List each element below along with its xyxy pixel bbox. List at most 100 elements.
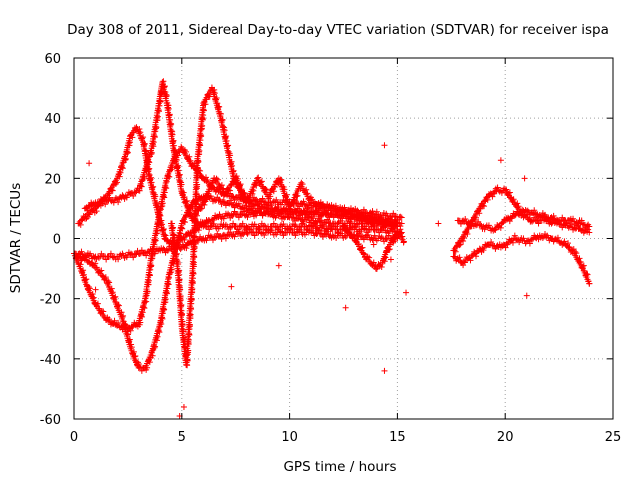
data-point	[502, 244, 509, 251]
data-point	[193, 191, 200, 198]
data-point	[74, 253, 81, 260]
data-point	[126, 336, 133, 343]
data-point	[119, 192, 126, 199]
data-point	[261, 209, 268, 216]
data-point	[141, 305, 148, 312]
data-point	[356, 230, 363, 237]
data-point	[144, 288, 151, 295]
series-track-j	[450, 231, 593, 287]
data-point	[229, 193, 236, 200]
data-point	[106, 194, 113, 201]
data-point	[186, 331, 193, 338]
data-point	[98, 267, 105, 274]
data-point	[371, 216, 378, 223]
data-point	[524, 207, 531, 214]
data-point	[143, 252, 150, 259]
data-point	[192, 218, 199, 225]
data-point	[112, 293, 119, 300]
x-tick-label: 20	[497, 430, 514, 445]
series-track-a	[71, 143, 405, 334]
y-tick-label: -20	[40, 293, 61, 308]
data-point	[366, 254, 373, 261]
data-point	[216, 196, 223, 203]
data-point	[200, 107, 207, 114]
data-point	[223, 137, 230, 144]
data-point	[102, 274, 109, 281]
data-point	[177, 286, 184, 293]
data-point	[92, 260, 99, 267]
data-point	[393, 220, 400, 227]
data-point	[154, 113, 161, 120]
data-point	[147, 174, 154, 181]
data-point	[199, 122, 206, 129]
y-tick-label: 0	[53, 233, 61, 248]
data-point	[175, 242, 182, 249]
data-point	[164, 247, 171, 254]
data-point	[149, 352, 156, 359]
data-point	[220, 215, 227, 222]
data-point	[557, 218, 564, 225]
data-point	[304, 205, 311, 212]
data-point	[461, 259, 468, 266]
data-point	[239, 220, 246, 227]
data-point	[188, 241, 195, 248]
data-point	[136, 364, 143, 371]
data-point	[146, 272, 153, 279]
data-point	[123, 194, 130, 201]
data-point	[169, 131, 176, 138]
data-point	[103, 256, 110, 263]
data-point	[333, 235, 340, 242]
data-point	[115, 256, 122, 263]
data-point	[115, 319, 122, 326]
data-point	[403, 289, 410, 296]
data-point	[497, 157, 504, 164]
data-point	[297, 226, 304, 233]
data-point	[190, 259, 197, 266]
data-point	[578, 217, 585, 224]
data-point	[178, 311, 185, 318]
data-point	[259, 195, 266, 202]
data-point	[299, 220, 306, 227]
data-point	[175, 261, 182, 268]
data-point	[370, 241, 377, 248]
series-track-h	[340, 223, 407, 273]
data-point	[274, 204, 281, 211]
data-point	[219, 117, 226, 124]
data-point	[218, 236, 225, 243]
data-point	[188, 296, 195, 303]
data-point	[398, 214, 405, 221]
data-point	[102, 201, 109, 208]
data-point	[119, 165, 126, 172]
data-point	[580, 262, 587, 269]
data-point	[548, 220, 555, 227]
chart-title: Day 308 of 2011, Sidereal Day-to-day VTE…	[67, 22, 609, 38]
data-point	[138, 247, 145, 254]
data-point	[150, 183, 157, 190]
data-point	[319, 211, 326, 218]
data-point	[387, 256, 394, 263]
data-point	[205, 193, 212, 200]
data-point	[180, 327, 187, 334]
data-point	[134, 247, 141, 254]
y-axis-label: SDTVAR / TECUs	[8, 183, 24, 293]
data-point	[350, 231, 357, 238]
data-point	[497, 224, 504, 231]
data-point	[212, 234, 219, 241]
data-point	[191, 254, 198, 261]
x-axis-ticks: 0 5 10 15 20 25	[70, 58, 621, 445]
data-point	[561, 238, 568, 245]
data-point	[190, 270, 197, 277]
data-point	[154, 227, 161, 234]
data-point	[206, 226, 213, 233]
data-point	[324, 228, 331, 235]
x-tick-label: 10	[281, 430, 298, 445]
data-point	[78, 248, 85, 255]
data-point	[266, 202, 273, 209]
data-point	[173, 156, 180, 163]
series-track-k	[454, 206, 593, 234]
data-point	[299, 211, 306, 218]
series-track-g	[191, 173, 401, 231]
data-point	[520, 235, 527, 242]
